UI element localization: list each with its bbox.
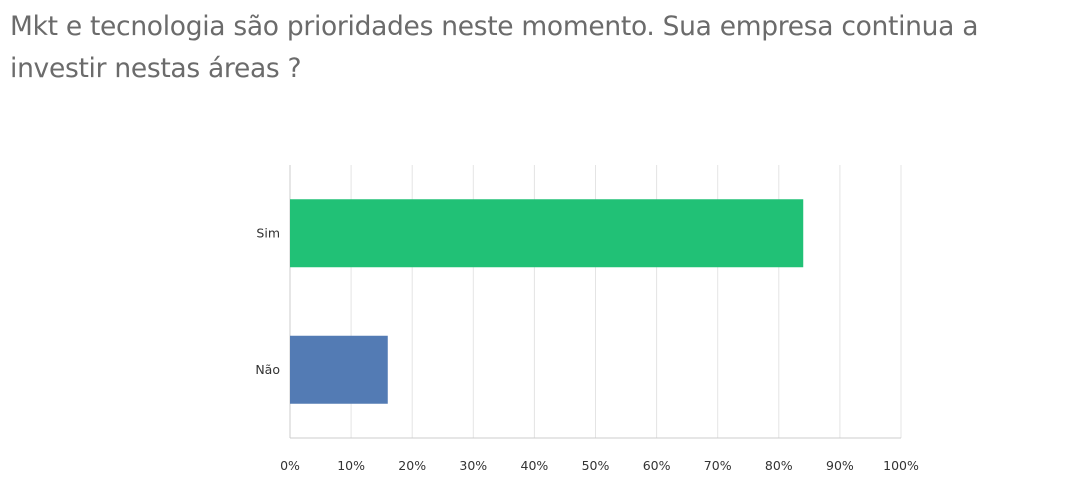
category-label: Sim [256,225,280,240]
bar-sim [290,199,804,268]
x-tick-label: 20% [398,458,426,473]
category-label: Não [255,362,280,377]
labels: 0% 10% 20% 30% 40% 50% 60% 70% 80% 90% 100% Sim Não [255,225,919,473]
question-title: Mkt e tecnologia são prioridades neste m… [10,11,979,84]
x-tick-label: 100% [883,458,919,473]
x-tick-label: 10% [337,458,365,473]
x-tick-label: 0% [280,458,300,473]
bars [290,199,804,404]
x-tick-label: 70% [704,458,732,473]
x-tick-label: 40% [521,458,549,473]
x-tick-label: 50% [582,458,610,473]
x-tick-label: 90% [826,458,854,473]
x-tick-label: 80% [765,458,793,473]
bar-nao [290,335,388,404]
x-tick-label: 30% [459,458,487,473]
x-tick-label: 60% [643,458,671,473]
